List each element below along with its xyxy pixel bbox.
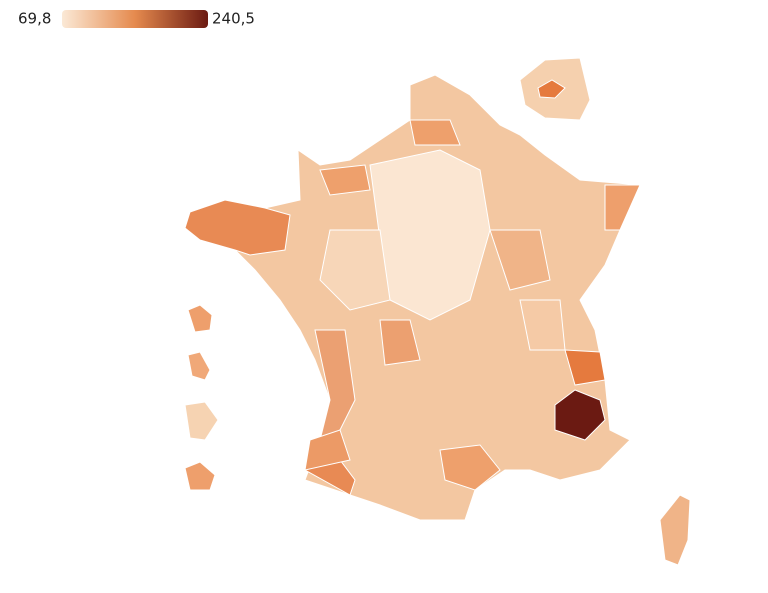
department-area — [489, 229, 551, 291]
legend-max-label: 240,5 — [212, 10, 255, 28]
department-area — [604, 184, 641, 231]
department-area — [439, 444, 501, 491]
department-area — [537, 79, 566, 99]
department-area — [319, 164, 371, 196]
department-area — [564, 349, 606, 386]
department-area — [319, 229, 391, 311]
department-area — [184, 401, 219, 441]
department-area — [659, 494, 691, 566]
corsica — [659, 494, 691, 566]
department-area — [304, 429, 351, 471]
department-area — [184, 199, 291, 256]
overseas — [184, 304, 219, 491]
legend-gradient — [62, 10, 208, 28]
department-area — [409, 119, 461, 146]
paris-inset — [519, 57, 591, 121]
legend-min-label: 69,8 — [18, 10, 51, 28]
department-area — [554, 389, 606, 441]
department-area — [187, 351, 211, 381]
department-area — [184, 461, 216, 491]
department-area — [379, 319, 421, 366]
department-area — [187, 304, 213, 333]
mainland — [184, 74, 641, 521]
